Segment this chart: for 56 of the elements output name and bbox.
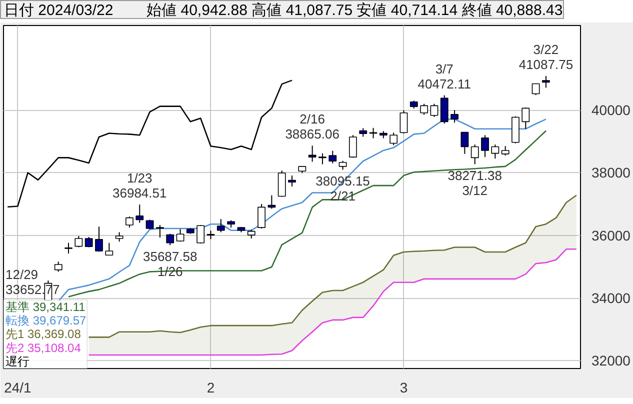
x-tick-label: 3: [400, 380, 408, 396]
candlestick: [430, 103, 438, 118]
candlestick: [460, 132, 469, 154]
candlestick: [522, 107, 530, 130]
y-tick-label: 36000: [592, 227, 631, 244]
candlestick: [440, 94, 448, 124]
candlestick: [491, 144, 500, 160]
candlestick: [470, 144, 479, 165]
candlestick: [308, 145, 316, 162]
series-label: 基準 39,341.11: [6, 300, 86, 314]
candlestick: [348, 134, 357, 158]
annotation: 38271.38 3/12: [448, 168, 502, 198]
candlestick: [156, 224, 164, 238]
candlestick: [318, 152, 326, 165]
candlestick: [258, 204, 266, 229]
candlestick: [542, 76, 550, 88]
candlestick: [105, 242, 114, 256]
candlestick: [369, 127, 378, 139]
candlestick: [328, 150, 337, 164]
candlestick: [74, 236, 83, 248]
candlestick: [450, 110, 458, 124]
candlestick: [95, 226, 103, 252]
x-tick-label: 2: [206, 380, 215, 396]
candlestick: [400, 110, 408, 134]
series-label: 先1 36,369.08: [6, 327, 82, 342]
candlestick: [501, 146, 510, 156]
candlestick: [84, 236, 93, 248]
candlestick: [54, 261, 62, 272]
text: 遅行: [6, 354, 30, 369]
candlestick: [390, 132, 398, 146]
series-label: 転換 39,679.57: [6, 313, 87, 328]
candlestick: [176, 228, 184, 242]
annotation: 3/22 41087.75: [518, 42, 574, 72]
annotation: 3/7 40472.11: [418, 61, 472, 92]
series-label: 先2 35,108.04: [6, 340, 82, 355]
candlestick: [481, 134, 489, 158]
annotation: 2/16 38865.06: [285, 112, 340, 142]
annotation: 1/23 36984.51: [112, 170, 167, 201]
y-tick-label: 34000: [592, 290, 631, 306]
candlestick: [115, 232, 124, 242]
x-tick-label: 24/1: [4, 380, 32, 396]
line-series: [88, 248, 578, 356]
y-tick-label: 38000: [592, 164, 631, 181]
candlestick: [126, 216, 134, 228]
candlestick: [268, 194, 276, 210]
candlestick: [278, 170, 286, 198]
y-tick-label: 40000: [592, 102, 631, 118]
candlestick: [216, 218, 225, 233]
candlestick: [196, 224, 205, 244]
chart-title: 日付 2024/03/22 始値 40,942.88 高値 41,087.75 安値 40,714.14 終値 40,888.43: [4, 2, 563, 19]
candlestick: [288, 175, 296, 188]
y-tick-label: 32000: [592, 352, 631, 369]
candlestick: [136, 204, 144, 224]
candlestick: [166, 233, 174, 246]
candlestick: [420, 103, 428, 116]
candlestick: [64, 242, 72, 254]
